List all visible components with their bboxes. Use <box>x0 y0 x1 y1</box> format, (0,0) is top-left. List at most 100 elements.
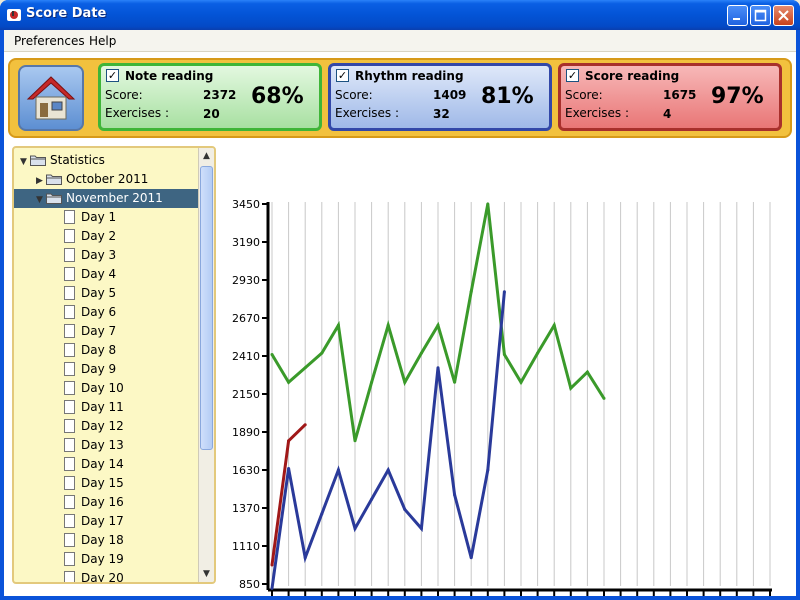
data-point <box>436 366 440 370</box>
tree-day-item[interactable]: Day 11 <box>14 398 194 417</box>
document-icon <box>64 342 75 357</box>
y-tick-label: 2930 <box>232 274 260 287</box>
document-icon <box>64 399 75 414</box>
tree-item-label: Day 15 <box>81 476 124 490</box>
tree-day-item[interactable]: Day 4 <box>14 265 194 284</box>
rhythm-exercises-label: Exercises : <box>335 106 400 120</box>
data-point <box>519 380 523 384</box>
y-tick-label: 1630 <box>232 464 260 477</box>
data-point <box>370 497 374 501</box>
data-point <box>287 439 291 443</box>
tree-day-item[interactable]: Day 18 <box>14 531 194 550</box>
data-point <box>419 526 423 530</box>
y-tick-label: 2670 <box>232 312 260 325</box>
data-point <box>502 290 506 294</box>
data-point <box>419 351 423 355</box>
tree-day-item[interactable]: Day 15 <box>14 474 194 493</box>
chart-svg: 850 1110 1370 1630 1890 2150 2410 2670 2930 3190 3… <box>232 198 772 596</box>
data-point <box>336 323 340 327</box>
tree-item-label: October 2011 <box>66 172 149 186</box>
data-point <box>287 380 291 384</box>
tree-item-label: November 2011 <box>66 191 163 205</box>
data-point <box>453 493 457 497</box>
data-point <box>287 467 291 471</box>
tree-day-item[interactable]: Day 16 <box>14 493 194 512</box>
statistics-tree[interactable]: ▼ Statistics ▶ October 2011 ▼ November 2011 Da… <box>12 146 216 584</box>
folder-icon <box>46 174 62 185</box>
tree-day-item[interactable]: Day 5 <box>14 284 194 303</box>
data-point <box>320 351 324 355</box>
y-tick-label: 2410 <box>232 350 260 363</box>
tree-item-label: Day 6 <box>81 305 117 319</box>
expand-down-icon[interactable]: ▼ <box>36 195 43 205</box>
data-point <box>552 323 556 327</box>
scroll-up-icon[interactable]: ▲ <box>203 151 210 161</box>
rhythm-reading-checkbox[interactable]: ✓ <box>336 69 349 82</box>
tree-day-item[interactable]: Day 7 <box>14 322 194 341</box>
rhythm-percent: 81% <box>481 84 534 109</box>
data-point <box>386 323 390 327</box>
document-icon <box>64 570 75 582</box>
rhythm-score-label: Score: <box>335 88 373 102</box>
tree-day-item[interactable]: Day 3 <box>14 246 194 265</box>
data-point <box>486 468 490 472</box>
document-icon <box>64 209 75 224</box>
expand-right-icon[interactable]: ▶ <box>36 176 43 186</box>
data-point <box>336 468 340 472</box>
score-chart: 850 1110 1370 1630 1890 2150 2410 2670 2930 3190 3… <box>224 144 792 596</box>
score-reading-checkbox[interactable]: ✓ <box>566 69 579 82</box>
tree-day-item[interactable]: Day 9 <box>14 360 194 379</box>
tree-root-statistics[interactable]: ▼ Statistics <box>14 151 194 170</box>
data-point <box>303 423 307 427</box>
tree-item-label: Day 16 <box>81 495 124 509</box>
minimize-button[interactable] <box>727 5 748 26</box>
stats-panel: ✓ Note reading Score: Exercises : 2372 2… <box>8 58 792 138</box>
y-tick-label: 3190 <box>232 236 260 249</box>
note-score-label: Score: <box>105 88 143 102</box>
menu-preferences[interactable]: Preferences <box>14 34 85 48</box>
tree-day-item[interactable]: Day 8 <box>14 341 194 360</box>
scroll-thumb[interactable] <box>200 166 213 450</box>
tree-day-item[interactable]: Day 19 <box>14 550 194 569</box>
data-point <box>469 556 473 560</box>
score-score-value: 1675 <box>663 88 697 102</box>
tree-day-item[interactable]: Day 13 <box>14 436 194 455</box>
document-icon <box>64 247 75 262</box>
document-icon <box>64 494 75 509</box>
tree-month-folder[interactable]: ▼ November 2011 <box>14 189 198 208</box>
title-bar[interactable]: Score Date <box>0 0 800 30</box>
data-point <box>436 323 440 327</box>
note-exercises-label: Exercises : <box>105 106 170 120</box>
note-reading-checkbox[interactable]: ✓ <box>106 69 119 82</box>
tree-item-label: Day 11 <box>81 400 124 414</box>
note-reading-title: Note reading <box>125 69 214 83</box>
rhythm-reading-card: ✓ Rhythm reading Score: Exercises : 1409… <box>328 63 552 131</box>
tree-scrollbar[interactable]: ▲ ▼ <box>198 148 214 582</box>
data-point <box>486 202 490 206</box>
tree-day-item[interactable]: Day 17 <box>14 512 194 531</box>
tree-day-item[interactable]: Day 2 <box>14 227 194 246</box>
maximize-button[interactable] <box>750 5 771 26</box>
tree-item-label: Day 1 <box>81 210 117 224</box>
tree-day-item[interactable]: Day 20 <box>14 569 194 582</box>
home-button[interactable] <box>18 65 84 131</box>
data-point <box>502 353 506 357</box>
tree-day-item[interactable]: Day 12 <box>14 417 194 436</box>
tree-day-item[interactable]: Day 14 <box>14 455 194 474</box>
y-tick-label: 3450 <box>232 198 260 211</box>
document-icon <box>64 285 75 300</box>
score-exercises-label: Exercises : <box>565 106 630 120</box>
scroll-down-icon[interactable]: ▼ <box>203 569 210 579</box>
data-point <box>403 380 407 384</box>
close-button[interactable] <box>773 5 794 26</box>
menu-help[interactable]: Help <box>89 34 117 48</box>
expand-down-icon[interactable]: ▼ <box>20 157 27 167</box>
tree-day-item[interactable]: Day 10 <box>14 379 194 398</box>
tree-day-item[interactable]: Day 1 <box>14 208 194 227</box>
document-icon <box>64 513 75 528</box>
tree-item-label: Day 2 <box>81 229 117 243</box>
tree-month-folder[interactable]: ▶ October 2011 <box>14 170 194 189</box>
tree-day-item[interactable]: Day 6 <box>14 303 194 322</box>
rhythm-score-value: 1409 <box>433 88 467 102</box>
